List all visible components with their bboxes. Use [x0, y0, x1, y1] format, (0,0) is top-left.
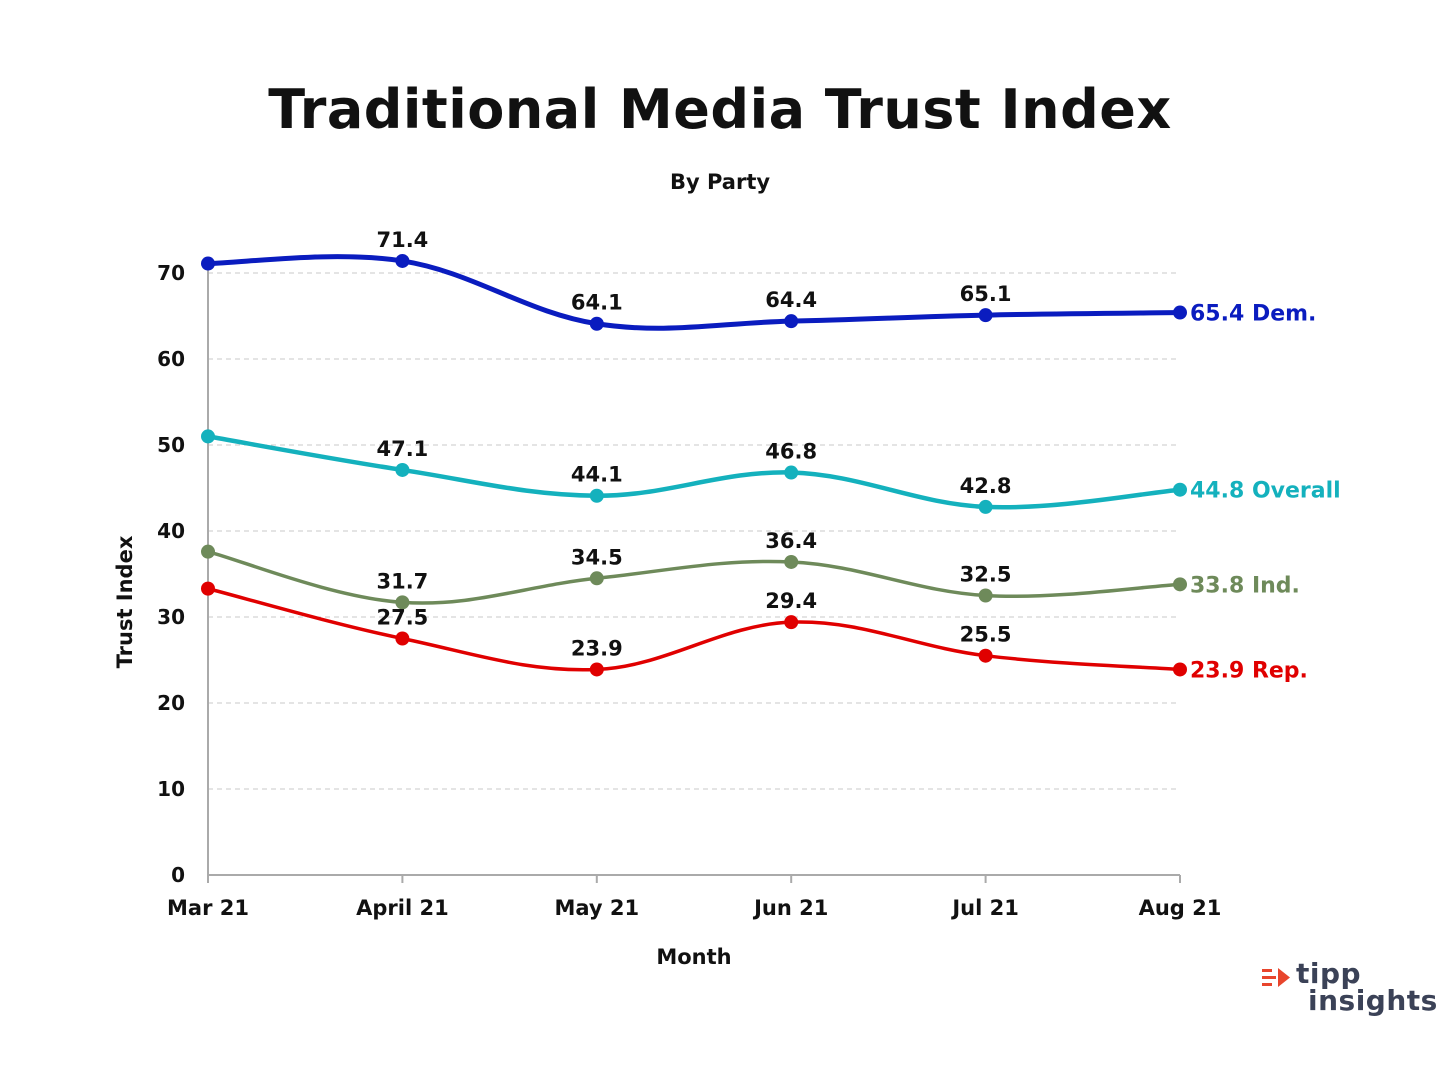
- data-point-dem: [589, 316, 604, 331]
- tipp-insights-logo: tipp insights: [1262, 957, 1437, 1022]
- data-label-dem: 64.4: [765, 288, 817, 312]
- data-label-ind: 36.4: [765, 529, 817, 553]
- x-tick-label: April 21: [356, 896, 449, 920]
- data-label-dem: 65.1: [960, 282, 1012, 306]
- data-labels: 71.4 64.1 64.4 65.1 65.4 Dem. 47.1 44.1 46.8 42.…: [376, 228, 1340, 684]
- data-point-dem: [1173, 305, 1187, 320]
- data-label-ind: 32.5: [960, 563, 1012, 587]
- data-point-dem: [201, 256, 215, 271]
- data-point-overall: [395, 462, 410, 477]
- signal-arrow-icon: [1262, 968, 1290, 987]
- data-point-ind: [589, 571, 604, 586]
- axes: 0 10 20 30 40 50 60 70 Mar 21 April 21 May 21 Jun 2…: [157, 260, 1221, 920]
- data-label-overall: 46.8: [765, 440, 817, 464]
- end-label-ind: 33.8 Ind.: [1190, 573, 1300, 598]
- x-tick-label: Jun 21: [752, 896, 828, 920]
- data-point-rep: [784, 615, 799, 630]
- data-label-rep: 29.4: [765, 589, 817, 613]
- data-label-overall: 47.1: [376, 437, 428, 461]
- data-point-rep: [395, 631, 410, 646]
- logo-word-insights: insights: [1308, 984, 1438, 1017]
- data-label-ind: 34.5: [571, 545, 623, 569]
- y-tick-label: 0: [171, 863, 185, 887]
- end-label-overall: 44.8 Overall: [1190, 479, 1341, 504]
- data-label-ind: 31.7: [376, 569, 428, 593]
- chart-subtitle: By Party: [669, 170, 771, 194]
- data-point-dem: [395, 253, 410, 268]
- data-point-dem: [978, 308, 993, 323]
- data-point-overall: [978, 499, 993, 514]
- data-label-rep: 25.5: [960, 623, 1012, 647]
- series-group: [201, 253, 1187, 677]
- x-tick-label: Mar 21: [167, 896, 249, 920]
- series-line-rep: [206, 586, 1182, 672]
- data-point-rep: [589, 662, 604, 677]
- logo-word-tipp: tipp: [1296, 957, 1362, 990]
- x-tick-label: Jul 21: [950, 896, 1019, 920]
- data-label-rep: 23.9: [571, 636, 623, 660]
- data-point-overall: [201, 429, 215, 444]
- data-label-rep: 27.5: [376, 606, 428, 630]
- y-tick-label: 60: [157, 347, 185, 371]
- y-axis-title: Trust Index: [113, 535, 137, 668]
- data-point-overall: [784, 465, 799, 480]
- data-point-rep: [978, 648, 993, 663]
- data-point-ind: [201, 544, 215, 559]
- chart-title: Traditional Media Trust Index: [268, 78, 1172, 141]
- data-point-overall: [1173, 482, 1187, 497]
- y-tick-label: 10: [157, 777, 185, 801]
- data-point-rep: [1173, 662, 1187, 677]
- data-point-ind: [784, 554, 799, 569]
- y-tick-label: 50: [157, 433, 185, 457]
- data-point-ind: [395, 595, 410, 610]
- end-label-rep: 23.9 Rep.: [1190, 658, 1308, 683]
- y-tick-label: 20: [157, 691, 185, 715]
- data-point-rep: [201, 581, 215, 596]
- series-line-ind: [206, 549, 1182, 605]
- y-tick-label: 30: [157, 605, 185, 629]
- x-tick-label: Aug 21: [1139, 896, 1222, 920]
- x-axis-title: Month: [656, 945, 731, 969]
- y-tick-label: 70: [157, 261, 185, 285]
- series-line-overall: [205, 434, 1183, 510]
- data-label-overall: 44.1: [571, 463, 623, 487]
- series-line-dem: [205, 254, 1183, 331]
- data-point-overall: [589, 488, 604, 503]
- data-point-ind: [978, 588, 993, 603]
- data-label-dem: 71.4: [376, 228, 428, 252]
- data-label-dem: 64.1: [571, 291, 623, 315]
- gridlines: [208, 272, 1180, 790]
- end-label-dem: 65.4 Dem.: [1190, 302, 1316, 327]
- data-label-overall: 42.8: [960, 474, 1012, 498]
- x-tick-label: May 21: [554, 896, 639, 920]
- y-tick-label: 40: [157, 519, 185, 543]
- data-point-ind: [1173, 577, 1187, 592]
- data-point-dem: [784, 314, 799, 329]
